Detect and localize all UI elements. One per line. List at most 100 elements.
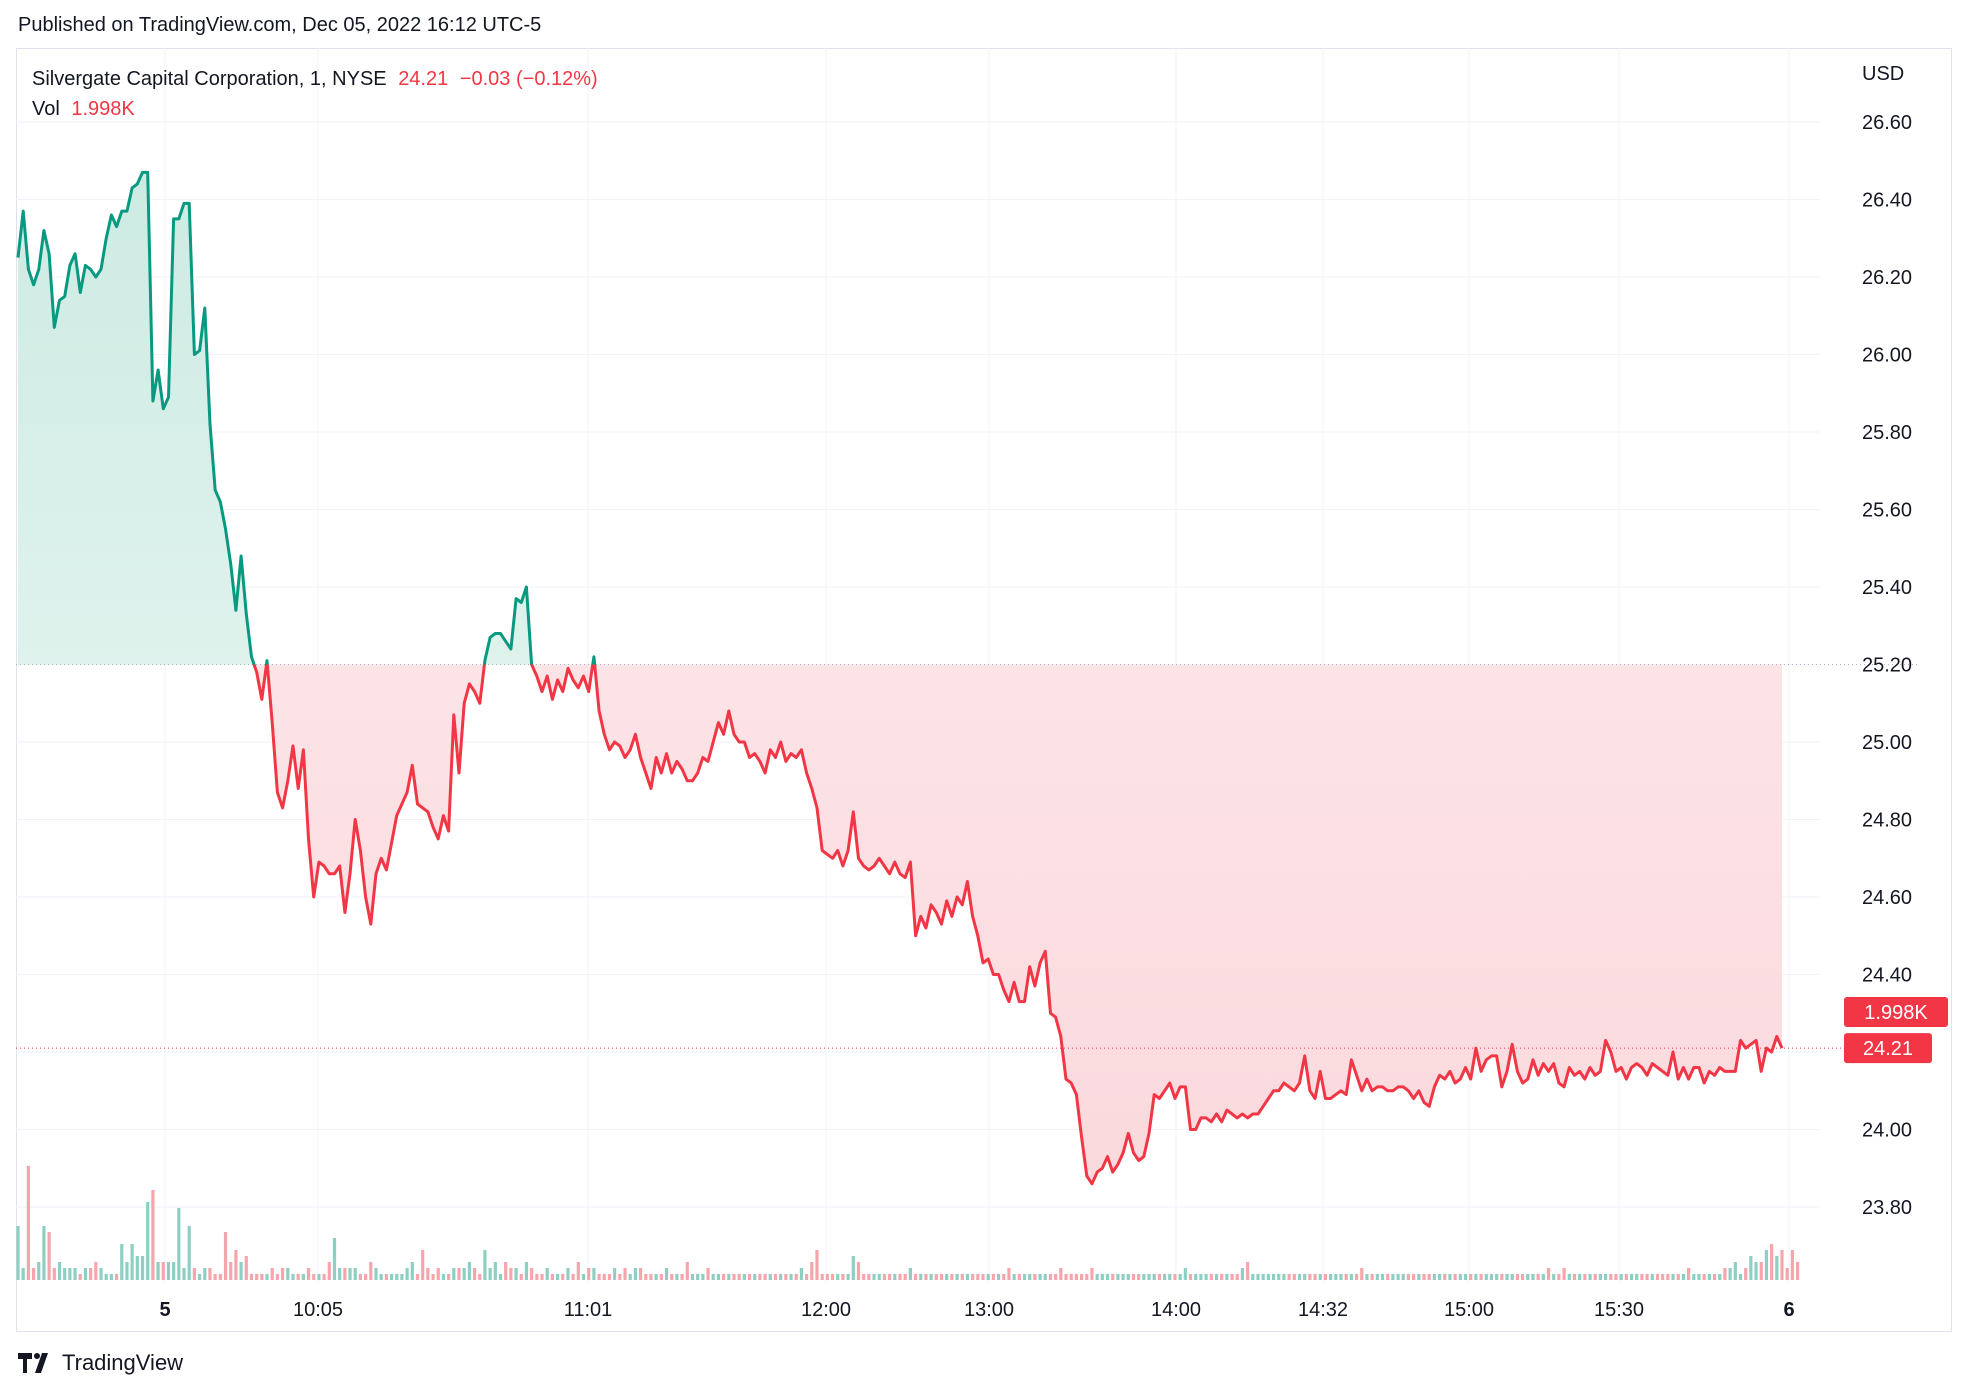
volume-bar [63, 1267, 67, 1280]
volume-bar [1303, 1273, 1307, 1280]
volume-bar [519, 1273, 523, 1280]
volume-bar [291, 1273, 295, 1280]
price-tick: 26.40 [1862, 190, 1912, 212]
volume-bar [265, 1273, 269, 1280]
volume-bar [177, 1207, 181, 1280]
volume-bar [1365, 1273, 1369, 1280]
volume-bar [1655, 1273, 1660, 1280]
volume-bar [441, 1273, 446, 1280]
volume-bar [1038, 1273, 1042, 1280]
volume-bar [431, 1273, 435, 1280]
volume-bar [1458, 1273, 1462, 1280]
volume-bar [395, 1273, 399, 1280]
volume-bar [1085, 1273, 1089, 1280]
volume-bar [758, 1273, 762, 1280]
volume-bar [26, 1165, 30, 1280]
volume-bar [223, 1231, 228, 1280]
volume-bar [415, 1273, 420, 1280]
volume-bar [1194, 1273, 1198, 1280]
volume-bar [742, 1273, 746, 1280]
volume-bar [898, 1273, 902, 1280]
volume-bar [1349, 1273, 1353, 1280]
volume-bar [763, 1273, 767, 1280]
volume-bar [218, 1273, 222, 1280]
volume-bar [338, 1267, 342, 1280]
volume-bar [602, 1273, 606, 1280]
volume-bar [478, 1273, 482, 1280]
volume-bar [1614, 1273, 1618, 1280]
volume-bar [893, 1273, 897, 1280]
volume-bar [950, 1273, 954, 1280]
volume-bar [1339, 1273, 1343, 1280]
volume-bar [555, 1273, 560, 1280]
price-tick: 24.00 [1862, 1120, 1912, 1142]
volume-bar [737, 1273, 741, 1280]
volume-bar [73, 1267, 77, 1280]
volume-bar [1354, 1273, 1359, 1280]
volume-bar [1515, 1273, 1519, 1280]
chart-legend: Silvergate Capital Corporation, 1, NYSE … [32, 64, 604, 124]
volume-bar [1277, 1273, 1281, 1280]
time-tick: 15:00 [1444, 1299, 1494, 1321]
volume-bar [1059, 1267, 1063, 1280]
volume-bar [664, 1267, 669, 1280]
volume-bar [1297, 1273, 1302, 1280]
volume-bar [166, 1261, 171, 1280]
volume-bar [1489, 1273, 1494, 1280]
tradingview-logo[interactable]: TradingView [18, 1350, 183, 1376]
volume-bar [504, 1261, 508, 1280]
volume-bar [903, 1273, 907, 1280]
volume-bar [597, 1273, 601, 1280]
volume-bar [1360, 1267, 1364, 1280]
price-tick: 25.20 [1862, 655, 1912, 677]
volume-bar [151, 1189, 155, 1280]
volume-bar [172, 1261, 176, 1280]
volume-bar [182, 1267, 186, 1280]
area-fill-up [18, 172, 1782, 665]
volume-bar [426, 1267, 430, 1280]
volume-bar [1500, 1273, 1504, 1280]
volume-bar [784, 1273, 788, 1280]
volume-bar [1090, 1267, 1094, 1280]
volume-bar [856, 1261, 861, 1280]
volume-bar [312, 1273, 316, 1280]
volume-bar [1650, 1273, 1654, 1280]
volume-bar [934, 1273, 938, 1280]
volume-bar [1396, 1273, 1400, 1280]
volume-bar [1105, 1273, 1110, 1280]
volume-bar [389, 1273, 394, 1280]
volume-bar [83, 1267, 88, 1280]
volume-bar [644, 1273, 648, 1280]
volume-bar [1707, 1273, 1711, 1280]
volume-bar [213, 1273, 217, 1280]
price-tick: 26.20 [1862, 267, 1912, 289]
volume-bar [628, 1273, 632, 1280]
volume-badge [1844, 997, 1948, 1027]
volume-bar [187, 1225, 191, 1280]
volume-bar [530, 1267, 534, 1280]
volume-bar [1510, 1273, 1514, 1280]
volume-bar [830, 1273, 835, 1280]
volume-bar [1557, 1273, 1561, 1280]
volume-bar [820, 1273, 824, 1280]
volume-bar [1505, 1273, 1509, 1280]
volume-bar [638, 1267, 643, 1280]
volume-bar [1635, 1273, 1639, 1280]
volume-bar [1598, 1273, 1603, 1280]
volume-bar [1469, 1273, 1473, 1280]
volume-bar [1671, 1273, 1675, 1280]
volume-bar [670, 1273, 674, 1280]
chart-panel[interactable] [16, 48, 1952, 1332]
volume-bar [275, 1273, 280, 1280]
volume-bar [1676, 1273, 1680, 1280]
volume-bar [462, 1267, 466, 1280]
volume-bar [1111, 1273, 1115, 1280]
volume-bar [1520, 1273, 1525, 1280]
volume-bar [1609, 1273, 1613, 1280]
volume-bar [1572, 1273, 1577, 1280]
volume-bar [566, 1267, 570, 1280]
volume-bar [836, 1273, 840, 1280]
volume-bar [1541, 1273, 1545, 1280]
volume-bar [322, 1273, 326, 1280]
